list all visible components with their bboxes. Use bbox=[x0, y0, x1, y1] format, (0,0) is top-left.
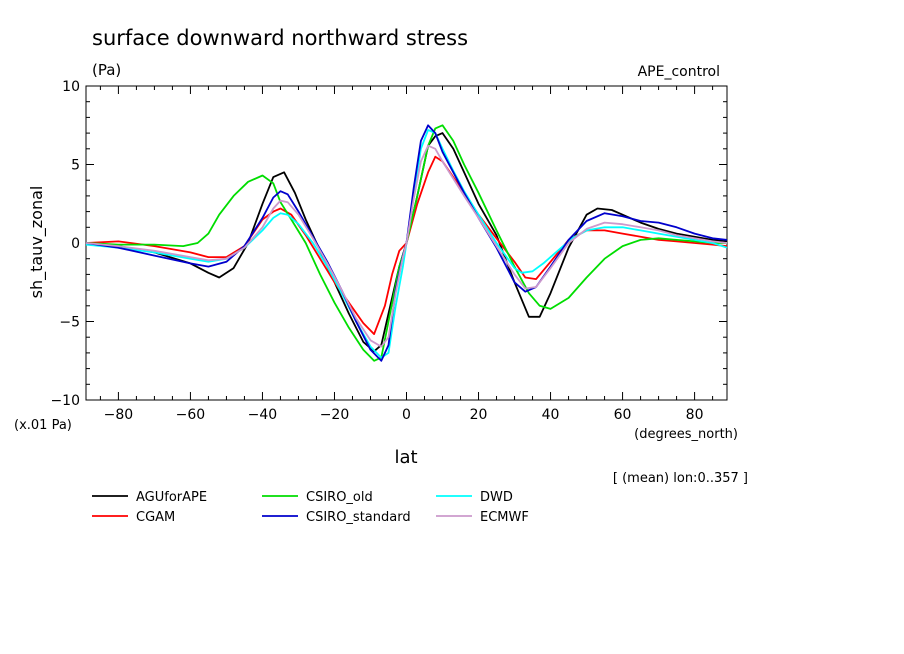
footnote: [ (mean) lon:0..357 ] bbox=[613, 471, 748, 486]
y-tick-label: −10 bbox=[50, 393, 80, 409]
x-tick-label: 40 bbox=[542, 407, 560, 423]
y-tick-label: −5 bbox=[59, 315, 80, 331]
x-tick-label: 20 bbox=[470, 407, 488, 423]
x-tick-label: 60 bbox=[614, 407, 632, 423]
legend-label-aguforape: AGUforAPE bbox=[136, 490, 207, 505]
scale-note: (x.01 Pa) bbox=[14, 418, 72, 433]
plot-area: −80 −60 −40 −20 0 20 40 60 80 −10 −5 0 5 10 bbox=[50, 79, 728, 423]
y-tick-label: 5 bbox=[71, 158, 80, 174]
y-tick-label: 0 bbox=[71, 236, 80, 252]
x-tick-label: −40 bbox=[248, 407, 278, 423]
x-tick-label: 80 bbox=[686, 407, 704, 423]
series-line-dwd bbox=[85, 129, 728, 359]
experiment-label: APE_control bbox=[638, 64, 720, 80]
y-tick-label: 10 bbox=[62, 79, 80, 95]
y-axis-title: sh_tauv_zonal bbox=[27, 186, 47, 299]
x-tick-label: −60 bbox=[176, 407, 206, 423]
x-axis-title: lat bbox=[394, 447, 417, 468]
series-line-csiro-standard bbox=[85, 124, 728, 362]
legend-label-csiro-old: CSIRO_old bbox=[306, 490, 373, 505]
legend-label-ecmwf: ECMWF bbox=[480, 510, 529, 525]
legend-label-csiro-standard: CSIRO_standard bbox=[306, 510, 411, 525]
series-line-ecmwf bbox=[85, 144, 728, 348]
chart-title: surface downward northward stress bbox=[92, 26, 468, 50]
x-tick-label: 0 bbox=[402, 407, 411, 423]
x-tick-label: −20 bbox=[320, 407, 350, 423]
units-label: (Pa) bbox=[92, 61, 121, 79]
x-axis-units: (degrees_north) bbox=[634, 427, 738, 442]
x-tick-label: −80 bbox=[104, 407, 134, 423]
legend-label-dwd: DWD bbox=[480, 490, 513, 505]
legend-label-cgam: CGAM bbox=[136, 510, 175, 525]
legend: AGUforAPE CGAM CSIRO_old CSIRO_standard DWD E… bbox=[92, 490, 529, 525]
